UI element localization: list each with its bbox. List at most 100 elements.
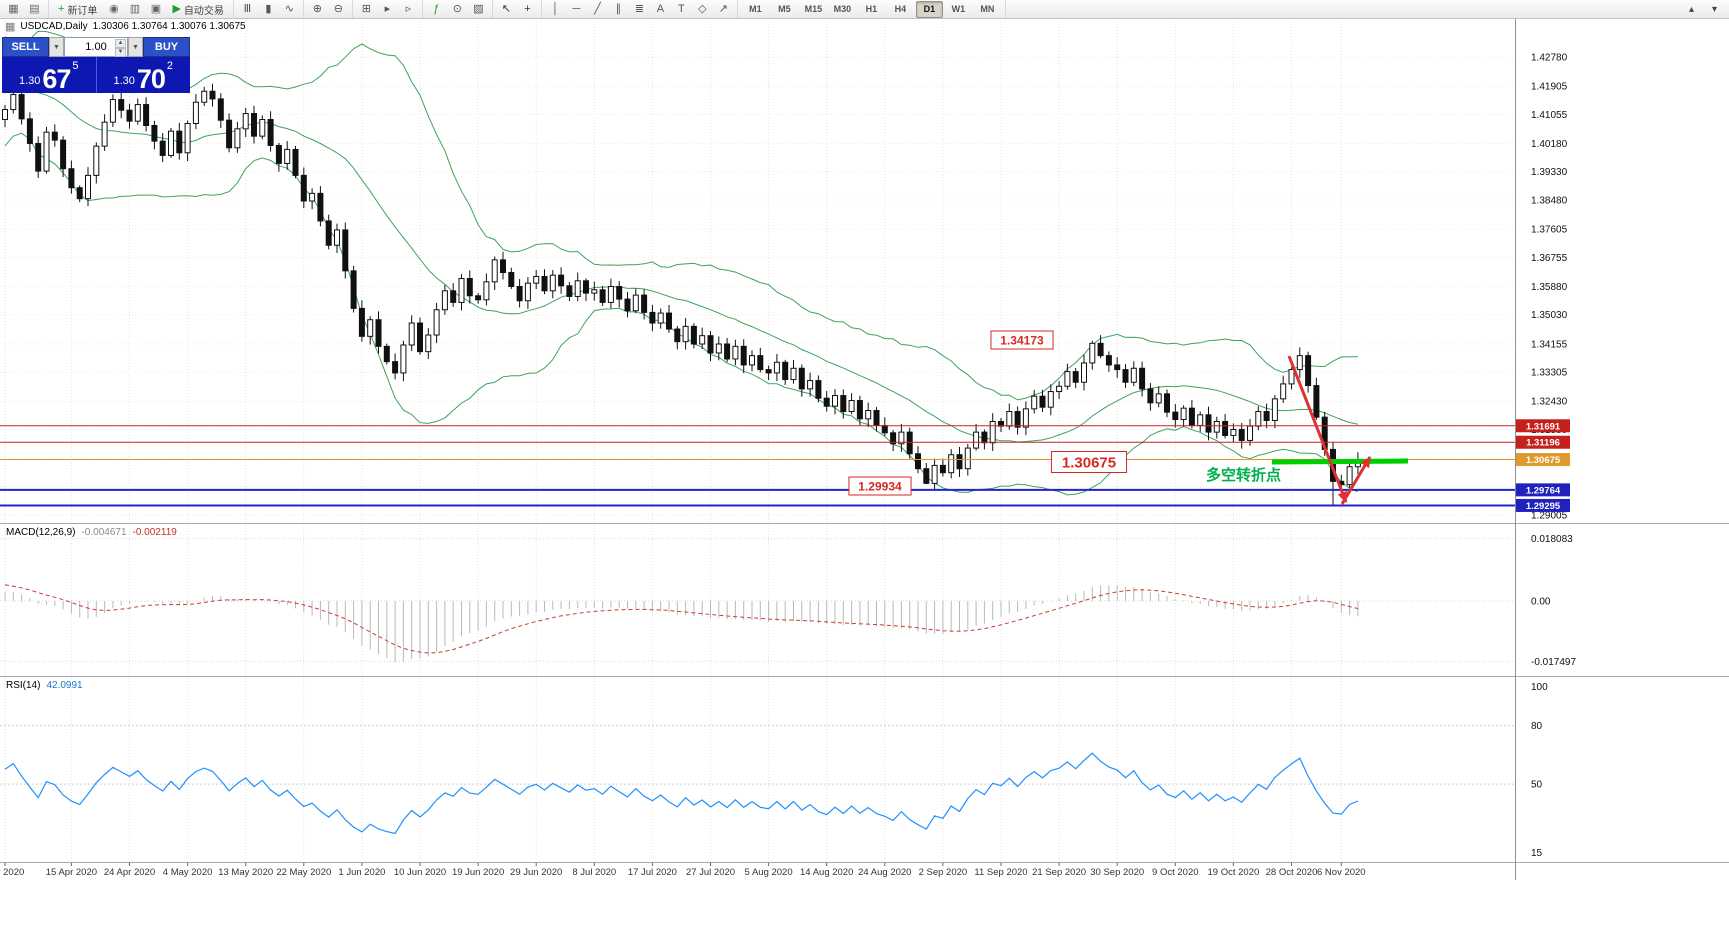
chart-shift-icon-glyph: ▹ (405, 2, 412, 15)
new-chart-icon[interactable]: ▦ (4, 1, 23, 18)
level-lines (0, 425, 1515, 507)
vertical-line-icon-glyph: │ (551, 2, 559, 15)
volume-up-icon[interactable]: ▲ (115, 39, 126, 48)
svg-text:15: 15 (1531, 848, 1543, 859)
fibonacci-icon[interactable]: ≣ (630, 1, 649, 18)
buy-button[interactable]: BUY (143, 37, 190, 57)
tf-m30[interactable]: M30 (829, 1, 856, 18)
sell-options-dropdown-icon[interactable]: ▼ (49, 37, 64, 57)
chart-profiles-icon[interactable]: ▤ (25, 1, 44, 18)
rsi-indicator-label: RSI(14) 42.0991 (6, 680, 83, 691)
price-label-box[interactable] (990, 330, 1054, 350)
buy-options-dropdown-icon[interactable]: ▼ (128, 37, 143, 57)
volume-stepper[interactable]: ▲ ▼ (115, 39, 126, 57)
price-label-text: 1.30675 (1062, 454, 1116, 471)
arrows-icon[interactable]: ↗ (714, 1, 733, 18)
svg-text:19 Oct 2020: 19 Oct 2020 (1208, 867, 1260, 878)
rsi-name: RSI(14) (6, 680, 41, 691)
volume-input[interactable]: 1.00 ▲ ▼ (64, 37, 128, 57)
trendline-icon[interactable]: ╱ (588, 1, 607, 18)
terminal-icon[interactable]: ▣ (146, 1, 165, 18)
horizontal-line-icon[interactable]: ─ (567, 1, 586, 18)
bar-chart-icon[interactable]: Ⅲ (238, 1, 257, 18)
sell-button[interactable]: SELL (2, 37, 49, 57)
tile-windows-icon[interactable]: ⊞ (357, 1, 376, 18)
bar-chart-icon-glyph: Ⅲ (243, 2, 252, 15)
auto-scroll-icon[interactable]: ▸ (378, 1, 397, 18)
tf-h4[interactable]: H4 (887, 1, 914, 18)
chart-profiles-icon-glyph: ▤ (29, 2, 40, 15)
cursor-icon[interactable]: ↖ (497, 1, 516, 18)
market-watch-icon[interactable]: ◉ (104, 1, 123, 18)
tf-m1[interactable]: M1 (742, 1, 769, 18)
vertical-line-icon[interactable]: │ (546, 1, 565, 18)
templates-icon[interactable]: ▧ (469, 1, 488, 18)
shapes-icon[interactable]: ◇ (693, 1, 712, 18)
price-scale[interactable]: 1.42780 1.41905 1.41055 1.40180 1.39330 1.384… (1516, 53, 1576, 859)
toolbar-group-trade: + 新订单 ◉ ▥ ▣ ▶ 自动交易 (49, 0, 234, 18)
crosshair-icon[interactable]: + (518, 1, 537, 18)
price-tag-1.29764 (1516, 483, 1570, 497)
tf-w1[interactable]: W1 (945, 1, 972, 18)
autotrading-button-label: 自动交易 (183, 5, 224, 17)
tf-h1[interactable]: H1 (858, 1, 885, 18)
trade-panel-controls: SELL ▼ 1.00 ▲ ▼ ▼ BUY (2, 37, 190, 57)
toolbar-group-windows: ⊞ ▸ ▹ (353, 0, 423, 18)
volume-down-icon[interactable]: ▼ (115, 48, 126, 57)
line-chart-icon[interactable]: ∿ (280, 1, 299, 18)
indicators-icon[interactable]: ƒ (427, 1, 446, 18)
support-trendline[interactable] (1271, 458, 1409, 465)
chart-ohlc-values: 1.30306 1.30764 1.30076 1.30675 (92, 21, 246, 32)
sell-price-button[interactable]: 1.30 67 5 (2, 57, 96, 93)
svg-text:4 May 2020: 4 May 2020 (163, 867, 213, 878)
toolbar-right: ▴ ▾ (1681, 1, 1729, 18)
candlestick-chart-icon[interactable]: ▮ (259, 1, 278, 18)
periods-icon[interactable]: ⊙ (448, 1, 467, 18)
tf-m5[interactable]: M5 (771, 1, 798, 18)
autotrading-button[interactable]: ▶ 自动交易 (167, 1, 228, 18)
price-tag-1.30675 (1516, 453, 1570, 467)
one-click-trading-panel: SELL ▼ 1.00 ▲ ▼ ▼ BUY 1.30 67 5 1.30 70 2 (2, 37, 190, 93)
zoom-in-icon-glyph: ⊕ (312, 2, 323, 15)
sell-price-point: 5 (72, 60, 79, 72)
text-icon[interactable]: A (651, 1, 670, 18)
chart-symbol-period: USDCAD,Daily (20, 21, 88, 32)
toolbar-group-drawing: │ ─ ╱ ∥ ≣ A T ◇ ↗ (542, 0, 738, 18)
tf-m15[interactable]: M15 (800, 1, 827, 18)
templates-icon-glyph: ▧ (473, 2, 484, 15)
toolbar-overflow-down-icon[interactable]: ▾ (1711, 3, 1718, 15)
buy-price-button[interactable]: 1.30 70 2 (95, 57, 190, 93)
data-window-icon[interactable]: ▥ (125, 1, 144, 18)
trend-arrow-2[interactable] (1340, 456, 1372, 505)
new-order-button[interactable]: + 新订单 (53, 1, 102, 18)
zoom-in-icon[interactable]: ⊕ (308, 1, 327, 18)
price-label-box[interactable] (848, 476, 912, 496)
time-scale[interactable]: Apr 2020 15 Apr 2020 24 Apr 2020 4 May 2020… (0, 863, 1366, 878)
svg-text:Apr 2020: Apr 2020 (0, 867, 24, 878)
svg-text:1.37605: 1.37605 (1531, 225, 1568, 236)
main-toolbar: ▦ ▤ + 新订单 ◉ ▥ ▣ ▶ 自动交易 Ⅲ ▮ ∿ ⊕ ⊖ ⊞ ▸ ▹ ƒ ⊙ ▧ ↖ + │ ─ ╱ ∥ ≣ A T ◇ ↗ M1 M5… (0, 0, 1729, 19)
trendline-icon-glyph: ╱ (594, 2, 601, 15)
data-window-icon-glyph: ▥ (129, 2, 141, 15)
periods-icon-glyph: ⊙ (452, 2, 463, 15)
svg-text:1.29005: 1.29005 (1531, 511, 1568, 522)
zoom-out-icon[interactable]: ⊖ (329, 1, 348, 18)
tf-mn[interactable]: MN (974, 1, 1001, 18)
tf-d1[interactable]: D1 (915, 0, 943, 18)
arrows-icon-glyph: ↗ (718, 2, 729, 15)
tile-windows-icon-glyph: ⊞ (361, 2, 372, 15)
price-tag-1.31691 (1516, 419, 1570, 433)
trend-arrow-1[interactable] (1287, 355, 1348, 503)
toolbar-overflow-up-icon[interactable]: ▴ (1688, 3, 1695, 15)
channel-icon[interactable]: ∥ (609, 1, 628, 18)
svg-text:6 Nov 2020: 6 Nov 2020 (1317, 867, 1366, 878)
chinese-note-text: 多空转折点 (1206, 466, 1281, 484)
chart-shift-icon[interactable]: ▹ (399, 1, 418, 18)
chart-annotations: 1.34173 1.30675 1.29934 多空转折点 (848, 330, 1409, 505)
tf-h1-label: H1 (865, 4, 878, 14)
price-label-box[interactable] (1050, 451, 1128, 473)
autotrading-glyph: ▶ (172, 2, 181, 15)
label-icon[interactable]: T (672, 1, 691, 18)
